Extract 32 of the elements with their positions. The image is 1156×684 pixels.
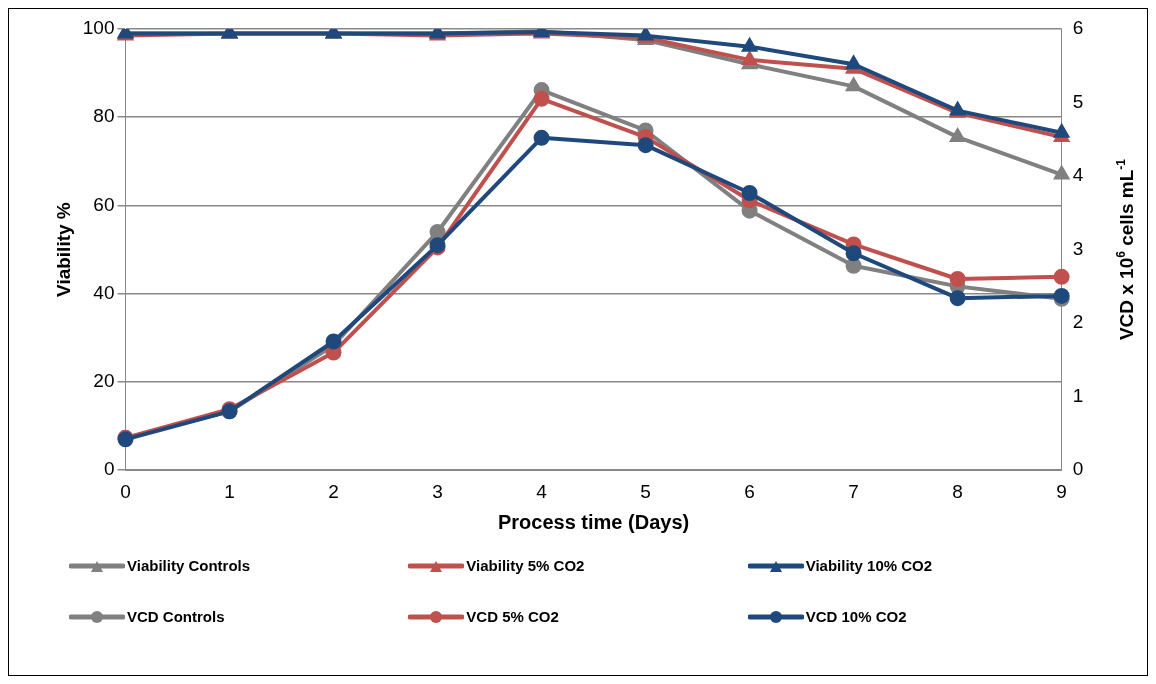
legend-label: Viability 10% CO2: [805, 557, 933, 574]
y-axis-title: Viability %: [52, 202, 74, 297]
y-tick-label: 80: [93, 105, 115, 127]
x-tick-label: 8: [952, 480, 963, 502]
y-tick-label: 40: [93, 281, 115, 303]
legend-label: VCD Controls: [127, 608, 225, 625]
x-tick-label: 9: [1056, 480, 1067, 502]
x-axis-title: Process time (Days): [497, 510, 690, 533]
y2-tick-label: 2: [1072, 311, 1084, 333]
y2-tick-label: 3: [1072, 237, 1084, 259]
y2-tick-label: 6: [1072, 17, 1084, 39]
x-tick-label: 4: [536, 480, 548, 502]
y-tick-label: 0: [103, 458, 115, 480]
legend-label: VCD 10% CO2: [805, 608, 907, 625]
y-tick-label: 20: [93, 370, 115, 392]
y-tick-label: 100: [82, 17, 115, 39]
legend-label: Viability 5% CO2: [466, 557, 585, 574]
x-tick-label: 3: [432, 480, 443, 502]
legend-label: VCD 5% CO2: [466, 608, 559, 625]
x-tick-label: 1: [224, 480, 235, 502]
y2-tick-label: 5: [1072, 90, 1084, 112]
y2-tick-label: 4: [1072, 164, 1084, 186]
y-tick-label: 60: [93, 193, 115, 215]
y2-axis-title: VCD x 106 cells mL-1: [1114, 158, 1137, 341]
y2-tick-label: 0: [1072, 458, 1084, 480]
x-tick-label: 2: [328, 480, 339, 502]
x-tick-label: 5: [640, 480, 651, 502]
y2-tick-label: 1: [1072, 384, 1084, 406]
x-tick-label: 7: [848, 480, 859, 502]
x-tick-label: 0: [120, 480, 131, 502]
legend-label: Viability Controls: [127, 557, 251, 574]
x-tick-label: 6: [744, 480, 755, 502]
